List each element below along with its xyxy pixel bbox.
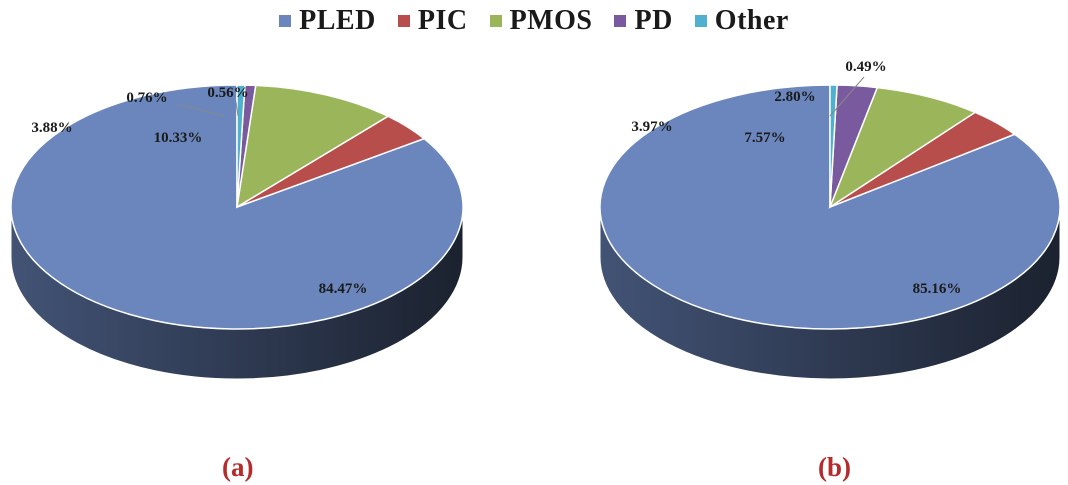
legend-item-other: Other	[694, 5, 789, 37]
legend-item-pd: PD	[614, 5, 672, 37]
pie-chart-a: 84.47% 3.88% 10.33% 0.76% 0.56%	[10, 84, 464, 380]
pie-slice-other	[236, 84, 246, 208]
legend-swatch-other	[694, 15, 707, 27]
data-label-pmos: 7.57%	[744, 130, 785, 146]
data-label-pmos: 10.33%	[154, 130, 203, 146]
leader-line-other	[829, 76, 865, 117]
legend-label-pmos: PMOS	[509, 5, 593, 36]
pie-slice-pmos	[828, 86, 977, 209]
legend-swatch-pmos	[489, 15, 502, 27]
data-label-pled: 84.47%	[319, 281, 368, 297]
legend-item-pled: PLED	[279, 5, 376, 37]
data-label-pd: 0.76%	[126, 90, 167, 106]
legend-label-other: Other	[714, 5, 789, 36]
data-label-pic: 3.88%	[31, 120, 72, 136]
pie-slice-other	[829, 84, 838, 208]
legend-swatch-pic	[397, 15, 410, 27]
pie-chart-b: 85.16% 3.97% 7.57% 2.80% 0.49%	[599, 59, 1061, 380]
legend-item-pic: PIC	[397, 5, 468, 37]
data-label-pic: 3.97%	[631, 119, 672, 135]
panel-label-b: (b)	[818, 452, 851, 482]
data-label-other: 0.49%	[845, 59, 886, 75]
legend-swatch-pled	[279, 15, 292, 27]
legend-label-pled: PLED	[299, 5, 376, 36]
legend-label-pic: PIC	[417, 5, 468, 36]
leader-line-other	[235, 101, 239, 117]
legend-swatch-pd	[614, 15, 627, 27]
legend-label-pd: PD	[634, 5, 673, 36]
data-label-other: 0.56%	[207, 85, 248, 101]
chart-legend: PLED PIC PMOS PD Other	[0, 4, 1068, 38]
data-label-pd: 2.80%	[774, 89, 815, 105]
pie-slice-pmos	[236, 84, 390, 209]
legend-item-pmos: PMOS	[489, 5, 593, 37]
data-label-pled: 85.16%	[913, 281, 962, 297]
panel-label-a: (a)	[222, 452, 254, 482]
leader-line-pd	[177, 103, 225, 117]
